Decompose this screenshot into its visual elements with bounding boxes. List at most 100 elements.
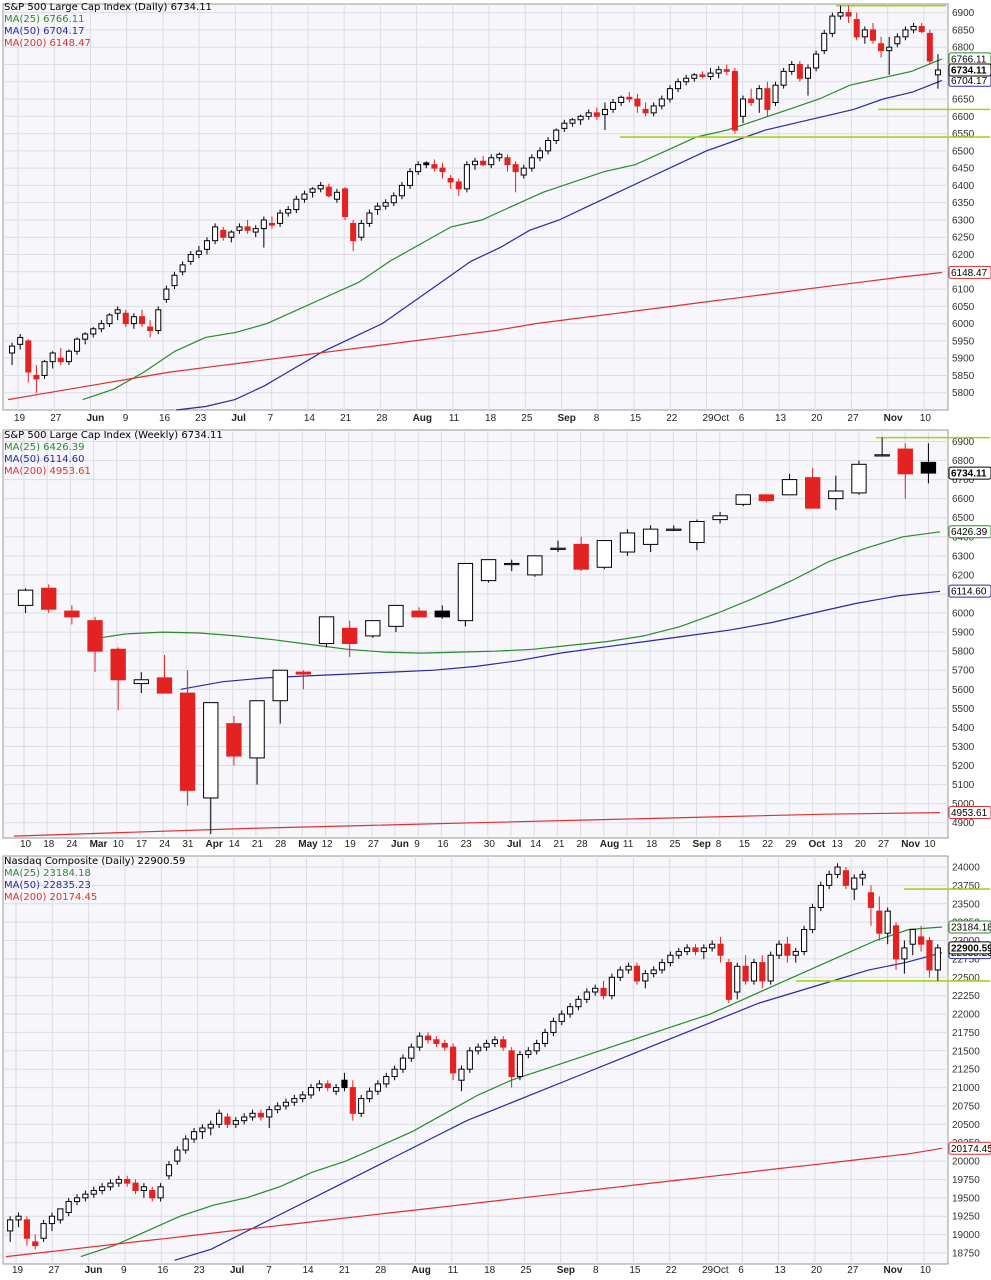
candle-body — [124, 1178, 131, 1184]
candle-body — [715, 69, 722, 74]
x-tick-label: 10 — [924, 839, 936, 850]
y-tick-label: 22500 — [952, 973, 980, 984]
x-tick-label: 28 — [275, 839, 287, 850]
x-tick-label: 28 — [376, 413, 388, 424]
candle-body — [764, 88, 771, 110]
candle-body — [32, 1241, 39, 1247]
candle — [834, 863, 841, 879]
candle — [496, 152, 503, 162]
candle-body — [709, 943, 716, 949]
candle — [488, 154, 495, 169]
candle — [450, 1043, 457, 1081]
y-tick-label: 6650 — [952, 95, 975, 106]
x-tick-label: 13 — [775, 1265, 787, 1276]
candle-body — [851, 877, 858, 890]
candle — [157, 1183, 164, 1202]
candle-body — [416, 1035, 423, 1048]
candle — [910, 23, 917, 34]
candle — [15, 1212, 22, 1228]
candle-body — [691, 74, 698, 79]
candle — [851, 874, 858, 901]
value-tag: 23184.18 — [948, 920, 991, 934]
candle — [525, 1047, 532, 1059]
candle-body — [441, 1042, 448, 1048]
candle — [634, 93, 641, 113]
candle-body — [796, 63, 803, 79]
y-tick-label: 20500 — [952, 1120, 980, 1131]
candle-body — [399, 1057, 407, 1070]
candle-body — [130, 316, 137, 325]
value-tag: 22900.59 — [948, 941, 991, 954]
candle — [107, 1179, 114, 1191]
candle — [106, 313, 113, 328]
candle-body — [804, 477, 821, 509]
candle — [163, 285, 170, 303]
candle — [333, 188, 340, 203]
x-tick-label: Aug — [413, 413, 432, 424]
x-tick-label: 9 — [121, 1265, 127, 1276]
candle-body — [147, 326, 154, 332]
candle — [399, 1054, 407, 1073]
candle-body — [910, 25, 917, 31]
y-tick-label: 19750 — [952, 1175, 980, 1186]
candle-body — [750, 962, 758, 982]
candle-body — [886, 46, 893, 52]
candle — [257, 1109, 264, 1121]
x-tick-label: 24 — [66, 839, 78, 850]
x-tick-label: 25 — [520, 1265, 532, 1276]
candle-body — [926, 940, 933, 971]
x-tick-label: Nov — [884, 1265, 903, 1276]
candle-body — [82, 333, 89, 340]
candle — [508, 1047, 515, 1088]
candle-body — [488, 157, 495, 166]
candle — [796, 61, 803, 82]
candle-body — [735, 494, 751, 505]
candle — [545, 137, 552, 155]
candle — [457, 562, 474, 627]
chart-legend: S&P 500 Large Cap Index (Daily) 6734.11 … — [4, 2, 212, 50]
candle-body — [274, 1105, 281, 1111]
candle-body — [683, 77, 690, 83]
y-tick-label: 5100 — [952, 780, 975, 791]
candle — [717, 936, 724, 963]
candle-body — [350, 222, 357, 242]
candle — [918, 925, 925, 952]
candle — [512, 161, 519, 193]
y-tick-label: 19000 — [952, 1230, 980, 1241]
candle-body — [65, 1201, 72, 1214]
candle-body — [600, 987, 607, 997]
candle — [558, 1010, 565, 1026]
candle — [550, 1017, 557, 1037]
value-tag-box — [948, 63, 991, 77]
chart-canvas-nasdaq-daily: 2400023750235002325023000227502250022250… — [0, 854, 991, 1280]
candle-body — [483, 1042, 490, 1048]
candle — [725, 958, 732, 1004]
candle — [626, 92, 633, 103]
candle — [650, 102, 657, 117]
y-tick-label: 5900 — [952, 354, 975, 365]
candle-body — [878, 43, 885, 52]
y-tick-label: 5200 — [952, 761, 975, 772]
value-tag-label: 20174.45 — [951, 1144, 991, 1155]
candle-body — [894, 36, 901, 45]
candle — [667, 951, 674, 967]
candle-body — [358, 1098, 365, 1114]
candle-body — [512, 164, 519, 173]
candle-body — [7, 1219, 14, 1232]
x-tick-label: Aug — [600, 839, 619, 850]
candle — [894, 33, 901, 48]
candle-body — [333, 1087, 340, 1092]
x-tick-label: 13 — [775, 413, 787, 424]
candle — [845, 5, 852, 24]
candle — [65, 1197, 72, 1217]
candle — [772, 81, 779, 106]
x-tick-label: 20 — [855, 839, 867, 850]
candle — [792, 947, 799, 963]
candle — [483, 1039, 490, 1051]
candle-body — [585, 112, 592, 117]
candle-body — [918, 25, 925, 33]
candle — [110, 647, 126, 711]
y-tick-label: 5700 — [952, 666, 975, 677]
candle-body — [842, 870, 849, 886]
x-axis: 19 27 Jun 9 16 23 Jul 7 14 21 28 Aug 11 18 25 Sep 8 15 22 2… — [12, 856, 931, 1276]
